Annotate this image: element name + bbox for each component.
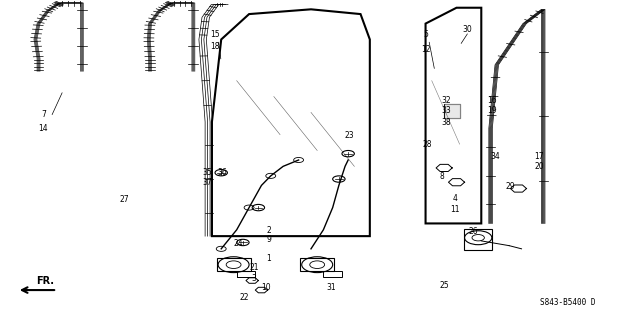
Text: 29: 29: [506, 181, 515, 190]
Text: 37: 37: [203, 178, 213, 187]
Text: 34: 34: [491, 152, 501, 161]
Text: 7: 7: [41, 109, 46, 118]
Text: S843-B5400 D: S843-B5400 D: [541, 298, 596, 307]
Text: 25: 25: [439, 281, 449, 290]
Bar: [216, 258, 251, 271]
Text: 11: 11: [450, 205, 460, 214]
Bar: [445, 104, 460, 118]
Text: 30: 30: [462, 25, 472, 34]
Bar: [237, 271, 255, 277]
Text: 2: 2: [266, 226, 271, 235]
Text: 26: 26: [468, 227, 478, 236]
Bar: [300, 258, 334, 271]
Text: 5: 5: [424, 30, 429, 39]
Text: 22: 22: [239, 293, 249, 302]
Text: 10: 10: [262, 283, 271, 292]
Text: 27: 27: [119, 195, 129, 204]
Text: 9: 9: [266, 236, 271, 244]
Text: 3: 3: [251, 274, 256, 283]
Text: 4: 4: [452, 194, 457, 203]
Text: 19: 19: [487, 106, 496, 115]
Text: 14: 14: [39, 124, 49, 133]
Text: 23: 23: [345, 131, 354, 140]
Bar: [323, 271, 342, 277]
Text: 16: 16: [487, 96, 496, 105]
Text: 28: 28: [423, 140, 432, 149]
Text: 15: 15: [210, 30, 220, 39]
Text: 32: 32: [441, 96, 451, 105]
Text: 21: 21: [249, 263, 259, 272]
Text: 12: 12: [422, 45, 431, 54]
Text: 36: 36: [218, 168, 227, 177]
Text: 31: 31: [326, 283, 336, 292]
Text: 17: 17: [534, 152, 544, 161]
Text: 1: 1: [266, 254, 271, 263]
Text: 33: 33: [441, 106, 451, 115]
Text: FR.: FR.: [35, 276, 53, 285]
Text: 8: 8: [440, 172, 445, 181]
Text: 35: 35: [203, 168, 213, 177]
Bar: [464, 229, 492, 250]
Text: 18: 18: [210, 42, 220, 51]
Text: 38: 38: [441, 118, 451, 127]
Text: 20: 20: [534, 163, 544, 172]
Text: 24: 24: [233, 239, 243, 248]
